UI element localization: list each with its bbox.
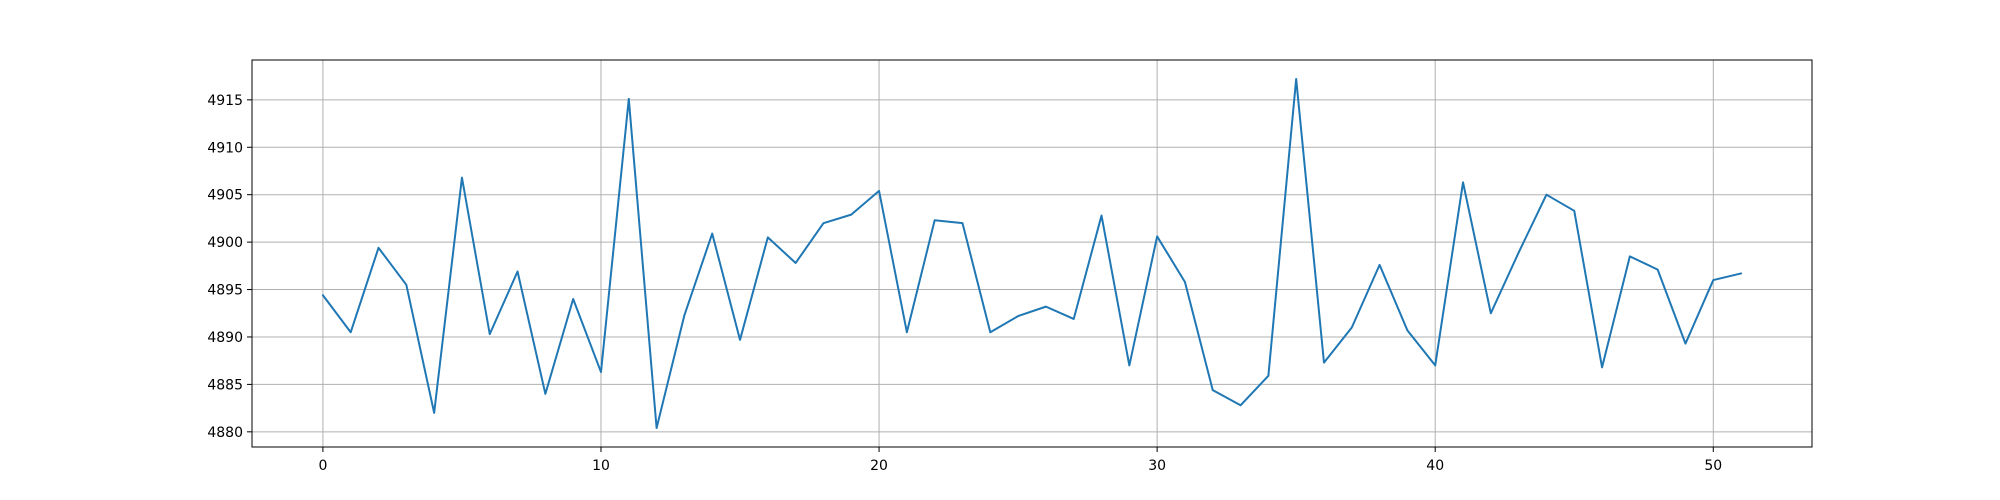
y-tick-label: 4880 <box>207 425 243 441</box>
x-tick-label: 50 <box>1704 458 1722 474</box>
x-tick-label: 40 <box>1426 458 1444 474</box>
grid-layer <box>252 60 1812 447</box>
y-tick-label: 4890 <box>207 330 243 346</box>
x-tick-label: 0 <box>318 458 327 474</box>
series-line <box>321 77 1743 430</box>
y-tick-label: 4895 <box>207 283 243 299</box>
series-layer <box>321 77 1743 430</box>
axes-frame <box>251 59 1813 448</box>
y-tick-label: 4885 <box>207 377 243 393</box>
x-tick-label: 10 <box>592 458 610 474</box>
x-tick-label: 20 <box>870 458 888 474</box>
y-tick-label: 4905 <box>207 188 243 204</box>
y-tick-label: 4910 <box>207 140 243 156</box>
y-tick-label: 4900 <box>207 235 243 251</box>
tick-layer: 0 10 20 30 40 50 4880 4885 4890 4895 4900 4905 4910 4… <box>207 93 1722 474</box>
x-tick-label: 30 <box>1148 458 1166 474</box>
y-tick-label: 4915 <box>207 93 243 109</box>
